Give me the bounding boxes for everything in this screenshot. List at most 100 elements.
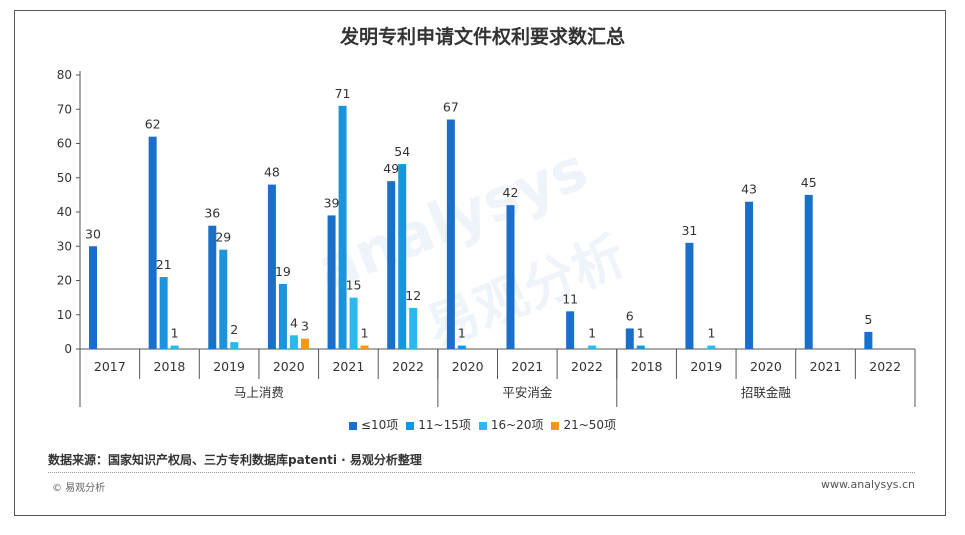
bar <box>409 307 418 349</box>
chart-title: 发明专利申请文件权利要求数汇总 <box>339 26 625 48</box>
x-tick-label: 2018 <box>631 359 663 374</box>
data-label: 36 <box>204 206 220 221</box>
data-label: 62 <box>145 117 161 132</box>
data-label: 48 <box>264 165 280 180</box>
data-label: 11 <box>562 291 578 306</box>
data-label: 5 <box>864 312 872 327</box>
data-label: 42 <box>503 185 519 200</box>
legend-label: 21~50项 <box>563 418 617 432</box>
y-tick-label: 30 <box>57 239 72 253</box>
data-source-note: 数据来源：国家知识产权局、三方专利数据库patenti · 易观分析整理 <box>48 453 422 467</box>
bar <box>625 328 634 349</box>
y-tick-label: 60 <box>57 137 72 151</box>
data-label: 15 <box>346 278 362 293</box>
x-tick-label: 2020 <box>750 359 782 374</box>
data-label: 3 <box>301 319 309 334</box>
data-label: 67 <box>443 100 459 115</box>
bar <box>566 311 575 349</box>
legend-swatch <box>478 421 487 430</box>
bar <box>707 345 716 349</box>
bar <box>398 164 407 349</box>
y-tick-label: 20 <box>57 274 72 288</box>
bar <box>89 246 97 349</box>
y-tick-label: 10 <box>57 308 72 322</box>
bar <box>148 136 157 349</box>
legend-label: 16~20项 <box>490 418 544 432</box>
data-label: 6 <box>626 308 634 323</box>
data-label: 1 <box>361 326 369 341</box>
x-tick-label: 2022 <box>392 359 424 374</box>
bar <box>219 249 228 349</box>
data-label: 31 <box>681 223 697 238</box>
x-group-label: 招联金融 <box>741 385 792 400</box>
data-label: 4 <box>290 315 298 330</box>
x-tick-label: 2019 <box>213 359 245 374</box>
data-label: 1 <box>588 326 596 341</box>
bar <box>864 331 873 349</box>
y-tick-label: 50 <box>57 171 72 185</box>
y-tick-label: 0 <box>64 342 72 356</box>
x-group-label: 平安消金 <box>502 385 553 400</box>
bar <box>230 342 239 349</box>
data-label: 39 <box>324 195 340 210</box>
data-label: 1 <box>171 326 179 341</box>
x-tick-label: 2021 <box>810 359 842 374</box>
data-label: 21 <box>156 257 172 272</box>
bar <box>446 119 455 350</box>
bar <box>636 345 645 349</box>
bar <box>588 345 597 349</box>
bar <box>685 242 694 349</box>
bar <box>387 181 396 349</box>
x-tick-label: 2022 <box>869 359 901 374</box>
bar <box>278 283 287 349</box>
legend-swatch <box>348 421 357 430</box>
data-label: 49 <box>383 161 399 176</box>
bar <box>349 297 358 349</box>
bar <box>360 345 369 349</box>
data-label: 1 <box>707 326 715 341</box>
x-tick-label: 2021 <box>511 359 543 374</box>
x-tick-label: 2020 <box>452 359 484 374</box>
x-tick-label: 2020 <box>273 359 305 374</box>
x-tick-label: 2019 <box>690 359 722 374</box>
y-tick-label: 40 <box>57 205 72 219</box>
bar <box>208 225 217 349</box>
data-label: 30 <box>85 226 101 241</box>
website-url: www.analysys.cn <box>821 478 915 491</box>
data-label: 1 <box>458 326 466 341</box>
legend-item: ≤10项 <box>348 416 399 433</box>
bar <box>289 335 298 349</box>
y-tick-label: 70 <box>57 102 72 116</box>
data-label: 45 <box>801 175 817 190</box>
legend-item: 21~50项 <box>551 416 616 433</box>
legend-label: ≤10项 <box>360 418 399 432</box>
bar <box>300 338 309 349</box>
data-label: 71 <box>335 86 351 101</box>
chart-legend: ≤10项 11~15项 16~20项 21~50项 <box>0 416 965 433</box>
x-tick-label: 2018 <box>154 359 186 374</box>
data-label: 19 <box>275 264 291 279</box>
data-label: 2 <box>230 322 238 337</box>
legend-label: 11~15项 <box>418 418 471 432</box>
data-label: 54 <box>394 144 410 159</box>
bar <box>170 345 179 349</box>
bar <box>338 105 347 349</box>
legend-item: 16~20项 <box>478 416 544 433</box>
bar <box>745 201 754 349</box>
x-tick-label: 2022 <box>571 359 603 374</box>
footer-divider <box>48 472 915 473</box>
bar <box>804 194 813 349</box>
copyright-text: © 易观分析 <box>52 483 106 494</box>
bar <box>327 215 336 349</box>
legend-swatch <box>551 421 560 430</box>
legend-item: 11~15项 <box>406 416 471 433</box>
legend-swatch <box>406 421 415 430</box>
bar <box>457 345 466 349</box>
x-tick-label: 2017 <box>94 359 126 374</box>
data-label: 1 <box>637 326 645 341</box>
x-tick-label: 2021 <box>332 359 364 374</box>
data-label: 12 <box>405 288 421 303</box>
bar <box>159 277 168 349</box>
data-label: 43 <box>741 182 757 197</box>
